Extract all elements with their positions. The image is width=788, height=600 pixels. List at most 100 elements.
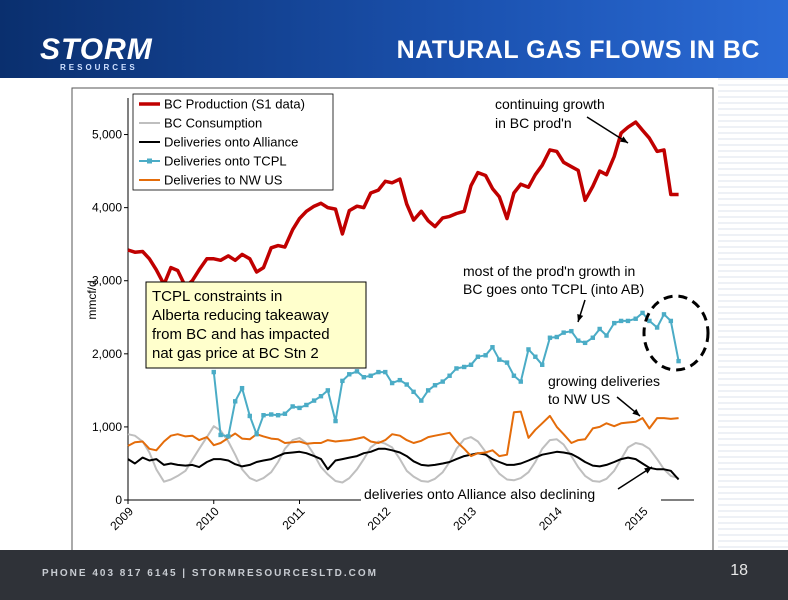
series-point [290, 404, 295, 409]
series-point [497, 357, 502, 362]
series-point [612, 320, 617, 326]
series-point [569, 328, 574, 334]
series-point [368, 373, 373, 378]
series-point [454, 366, 459, 371]
series-point [239, 385, 245, 391]
series-point [511, 373, 517, 378]
annotation-alliance-bg [361, 484, 661, 504]
series-point [254, 432, 259, 437]
y-tick-label: 5,000 [92, 128, 122, 142]
header-bar: STORM RESOURCES NATURAL GAS FLOWS IN BC [0, 0, 788, 78]
series-point [354, 369, 360, 374]
company-logo-subtitle: RESOURCES [60, 63, 138, 72]
series-line [127, 120, 679, 289]
series-point [383, 369, 388, 375]
highlight-ellipse [642, 294, 710, 372]
company-logo: STORM [40, 33, 153, 66]
annotation-tcpl-growth: BC goes onto TCPL (into AB) [463, 281, 644, 297]
annotation-alliance-declining: deliveries onto Alliance also declining [364, 486, 595, 502]
series-line [127, 447, 680, 481]
tcpl-constraints-text: nat gas price at BC Stn 2 [152, 345, 319, 362]
annotation-nw-growth: to NW US [548, 391, 610, 407]
annotation-arrow-head [577, 314, 584, 322]
series-point [483, 353, 488, 358]
legend-label: Deliveries onto TCPL [164, 154, 287, 169]
series-point [361, 375, 367, 380]
chart-annotations: continuing growth in BC prod'n most of the… [145, 96, 710, 504]
series-point [604, 333, 609, 338]
tcpl-constraints-text: from BC and has impacted [152, 326, 330, 343]
series-point [633, 316, 638, 321]
series-point [490, 345, 495, 350]
y-tick-label: 2,000 [92, 347, 122, 361]
series-point [661, 312, 667, 317]
series-point [218, 432, 223, 438]
series-point [440, 379, 445, 384]
series-point [376, 369, 381, 375]
series-point [247, 413, 252, 419]
legend-label: Deliveries onto Alliance [164, 135, 298, 150]
annotation-nw-growth: growing deliveries [548, 373, 660, 389]
series-point [540, 362, 545, 367]
series-point [554, 334, 559, 340]
series-point [275, 413, 281, 418]
series-point [625, 318, 631, 324]
series-point [425, 388, 431, 393]
series-point [411, 389, 416, 395]
y-tick-label: 0 [115, 493, 122, 507]
series-point [226, 434, 231, 439]
series-point [647, 318, 652, 324]
series-point [318, 394, 324, 399]
series-point [297, 405, 302, 411]
series-point [504, 360, 510, 365]
legend-label: BC Production (S1 data) [164, 97, 305, 112]
slide-title: NATURAL GAS FLOWS IN BC [396, 36, 760, 64]
series-point [618, 318, 624, 324]
series-point [561, 330, 566, 335]
series-point [325, 388, 331, 393]
series-point [269, 412, 274, 417]
y-tick-label: 3,000 [92, 274, 122, 288]
series-point [526, 347, 531, 352]
series-point [282, 411, 288, 416]
decorative-stripes [718, 78, 788, 548]
y-axis-title: mmcf/d [85, 280, 99, 319]
annotation-arrow-head [644, 467, 652, 474]
series-point [676, 358, 681, 364]
series-point [389, 380, 395, 386]
series-point [261, 413, 266, 418]
legend-label: Deliveries to NW US [164, 173, 283, 188]
series-line [127, 410, 679, 458]
tcpl-constraints-text: Alberta reducing takeaway [152, 307, 329, 324]
annotation-arrow [586, 116, 629, 144]
annotation-arrow-head [620, 136, 628, 143]
footer-bar: PHONE 403 817 6145 | STORMRESOURCESLTD.C… [0, 550, 788, 600]
series-point [518, 379, 523, 384]
series-point [304, 402, 309, 408]
legend-marker [147, 158, 152, 164]
series-point [404, 382, 409, 387]
footer-contact: PHONE 403 817 6145 | STORMRESOURCESLTD.C… [42, 568, 378, 579]
annotation-tcpl-growth: most of the prod'n growth in [463, 263, 635, 279]
series-point [397, 377, 403, 383]
series-point [347, 372, 352, 377]
chart-legend: BC Production (S1 data) BC Consumption Del… [132, 93, 334, 191]
series-point [576, 338, 581, 343]
series-point [582, 340, 588, 346]
series-point [468, 362, 474, 367]
page-number: 18 [730, 562, 748, 579]
tcpl-constraints-box [145, 281, 367, 369]
series-point [333, 418, 338, 424]
annotation-continuing-growth: continuing growth [495, 96, 605, 112]
series-point [590, 335, 596, 340]
series-point [533, 354, 538, 359]
series-point [597, 326, 602, 332]
series-point [475, 354, 481, 359]
annotation-continuing-growth: in BC prod'n [495, 115, 572, 131]
series-point [311, 398, 317, 403]
y-tick-label: 4,000 [92, 201, 122, 215]
tcpl-constraints-text: TCPL constraints in [152, 288, 282, 305]
y-tick-label: 1,000 [92, 420, 122, 434]
annotation-arrow-head [632, 408, 640, 416]
